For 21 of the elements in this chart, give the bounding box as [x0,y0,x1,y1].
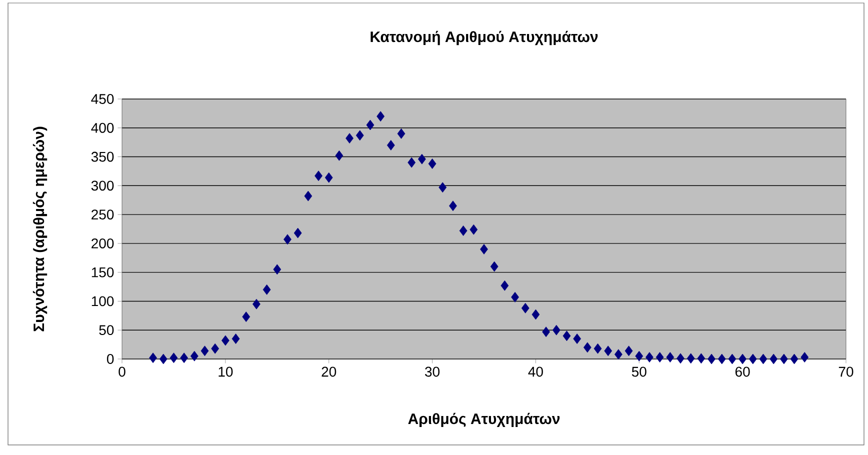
x-tick-label: 0 [118,366,126,377]
y-tick-label: 100 [92,296,114,306]
y-tick-label: 200 [92,238,114,248]
chart-title: Κατανομή Αριθμού Ατυχημάτων [370,30,598,46]
y-axis-title: Συχνότητα (αριθμός ημερών) [32,126,48,332]
y-tick-label: 150 [92,267,114,278]
x-tick-label: 40 [528,366,543,377]
x-tick-label: 70 [838,366,854,377]
y-tick-label: 250 [92,210,114,220]
y-tick-label: 50 [99,325,114,336]
x-tick-label: 30 [425,366,440,377]
y-tick-label: 400 [91,122,114,133]
y-tick-label: 450 [91,94,114,104]
y-tick-label: 0 [106,354,114,364]
y-tick-label: 350 [91,152,114,162]
x-tick-label: 50 [632,366,646,377]
x-tick-label: 10 [218,366,233,377]
x-tick-label: 20 [322,366,336,377]
y-tick-label: 300 [91,180,114,191]
x-tick-label: 60 [735,366,750,377]
x-axis-title: Αριθμός Ατυχημάτων [408,412,560,428]
